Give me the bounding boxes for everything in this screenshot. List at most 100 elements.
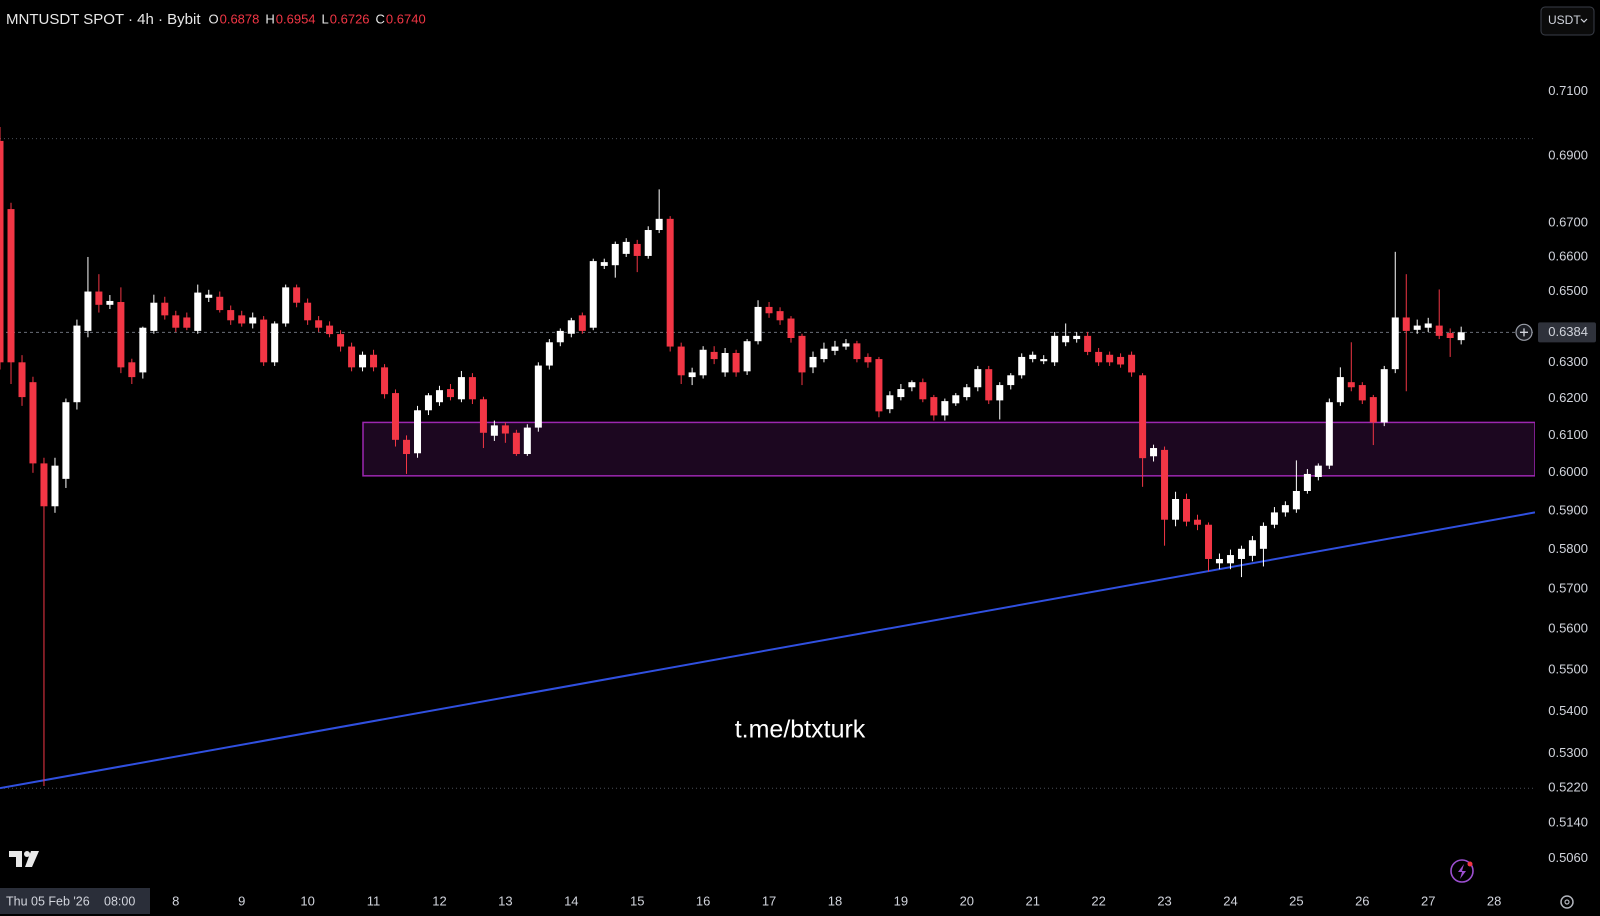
- candle-body: [1172, 499, 1180, 520]
- candle-body: [754, 306, 762, 342]
- candle-body: [435, 390, 443, 403]
- candle-body: [1051, 335, 1059, 363]
- currency-label[interactable]: USDT: [1548, 13, 1581, 27]
- y-tick-label: 0.5140: [1548, 815, 1588, 830]
- y-tick-label: 0.5500: [1548, 661, 1588, 676]
- tv-logo-part: [9, 851, 22, 867]
- candle-body: [1270, 512, 1278, 525]
- candle-body: [381, 367, 389, 395]
- candle-body: [337, 334, 345, 347]
- candle-body: [304, 302, 312, 321]
- candle-body: [611, 243, 619, 266]
- watermark: t.me/btxturk: [735, 716, 866, 744]
- candle-body: [1237, 548, 1245, 559]
- lines-layer: [0, 138, 1536, 790]
- candle-body: [1413, 325, 1421, 330]
- candle-body: [414, 410, 422, 454]
- candle-body: [765, 306, 773, 314]
- y-tick-label: 0.5700: [1548, 580, 1588, 595]
- candle-body: [271, 323, 279, 363]
- candle-body: [1062, 335, 1070, 343]
- lightning-button[interactable]: [1450, 859, 1474, 883]
- candle-body: [1018, 356, 1026, 376]
- candle-body: [930, 397, 938, 416]
- candle-body: [985, 369, 993, 401]
- crosshair-box: [0, 888, 150, 914]
- y-tick-label: 0.5800: [1548, 541, 1588, 556]
- candle-body: [238, 315, 246, 324]
- candle-body: [644, 230, 652, 256]
- x-tick-label: 9: [238, 893, 245, 908]
- gear-outer[interactable]: [1560, 895, 1574, 909]
- candle-body: [919, 382, 927, 400]
- add-alert-button[interactable]: [1515, 323, 1533, 341]
- candle-body: [139, 327, 147, 373]
- x-tick-label: 8: [172, 893, 179, 908]
- candle-body: [106, 300, 114, 305]
- candle-body: [1182, 499, 1190, 522]
- candle-body: [952, 395, 960, 404]
- candle-body: [699, 349, 707, 376]
- candle-body: [117, 302, 125, 368]
- candle-body: [798, 335, 806, 373]
- candle-body: [831, 346, 839, 351]
- tv-logo-part: [24, 851, 30, 857]
- candle-body: [963, 387, 971, 398]
- candle-body: [578, 315, 586, 331]
- x-tick-label: 18: [828, 893, 842, 908]
- candle-body: [842, 343, 850, 347]
- x-tick-label: 14: [564, 893, 578, 908]
- candle-body: [282, 287, 290, 324]
- y-tick-label: 0.6700: [1548, 214, 1588, 229]
- axes-layer: 0.7100 0.6900 0.6700 0.6600 0.6500 0.6300 0.62…: [172, 0, 1600, 916]
- tv-logo: [9, 851, 39, 867]
- candle-body: [1205, 524, 1213, 559]
- candle-body: [95, 291, 103, 305]
- gear-inner[interactable]: [1564, 899, 1570, 905]
- y-tick-label: 0.5220: [1548, 780, 1588, 795]
- lightning-circle[interactable]: [1450, 859, 1474, 883]
- candle-body: [534, 365, 542, 428]
- ohlc-key: C: [376, 11, 385, 26]
- candle-body: [1095, 351, 1103, 363]
- dropdown-arrow[interactable]: [1580, 18, 1588, 23]
- ohlc-key: H: [265, 11, 274, 26]
- candle-body: [600, 262, 608, 266]
- candle-body: [864, 356, 872, 363]
- x-tick-label: 27: [1421, 893, 1435, 908]
- candle-body: [1073, 335, 1081, 340]
- ohlc-value: 0.6954: [276, 11, 316, 26]
- y-tick-label: 0.6200: [1548, 390, 1588, 405]
- candle-body: [1281, 505, 1289, 513]
- candle-body: [260, 319, 268, 363]
- candle-body: [820, 348, 828, 360]
- candle-body: [370, 354, 378, 368]
- settings-button[interactable]: [1560, 895, 1574, 909]
- candle-body: [633, 243, 641, 256]
- add-alert-plus[interactable]: [1520, 328, 1528, 337]
- ohlc-key: L: [322, 11, 329, 26]
- x-tick-label: 21: [1025, 893, 1039, 908]
- candle-body: [512, 432, 520, 455]
- candle-body: [743, 341, 751, 372]
- last-price-tag: [1538, 322, 1596, 343]
- last-price-label: 0.6384: [1548, 324, 1588, 339]
- candle-body: [326, 325, 334, 335]
- tv-logo-part: [25, 851, 39, 867]
- candle-body: [424, 395, 432, 411]
- candle-body: [1117, 356, 1125, 365]
- x-tick-label: 19: [894, 893, 908, 908]
- x-tick-label: 24: [1223, 893, 1237, 908]
- x-tick-label: 13: [498, 893, 512, 908]
- candle-body: [1161, 449, 1169, 520]
- candle-body: [1040, 359, 1048, 362]
- candle-body: [974, 369, 982, 388]
- currency-button[interactable]: USDT: [1540, 6, 1595, 36]
- ohlc-value: 0.6726: [330, 11, 370, 26]
- chart-title: MNTUSDT SPOT · 4h · Bybit: [6, 11, 201, 28]
- candle-body: [941, 401, 949, 416]
- lightning-bolt[interactable]: [1458, 864, 1466, 879]
- candle-body: [73, 325, 81, 403]
- currency-button-box[interactable]: [1540, 6, 1595, 36]
